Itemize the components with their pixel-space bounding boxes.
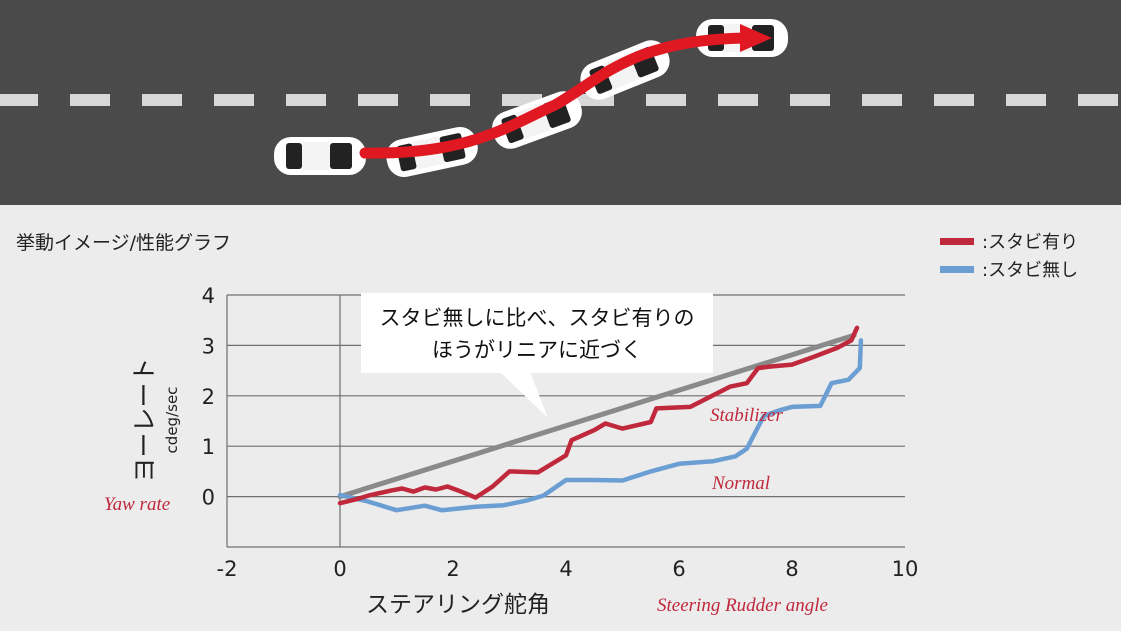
callout-text-line2: ほうがリニアに近づく	[432, 338, 642, 362]
performance-chart: 0 1 2 3 4 -2 0 2 4 6 8 10 スタビ無しに比べ、スタビ有りの ほうがリニアに近づ…	[104, 284, 919, 618]
y-axis-label: ヨーレート	[130, 357, 159, 482]
series-annotation-stabilizer: Stabilizer	[710, 405, 783, 426]
legend: :スタビ有り :スタビ無し	[940, 227, 1078, 283]
legend-item-without-stabilizer: :スタビ無し	[940, 255, 1078, 283]
lane-dash	[0, 94, 38, 106]
lane-dash	[646, 94, 686, 106]
lane-dash	[862, 94, 902, 106]
callout-pointer	[500, 372, 548, 418]
x-tick-label: 2	[446, 557, 459, 581]
x-tick-label: 10	[892, 557, 919, 581]
x-tick-label: 0	[333, 557, 346, 581]
reference-linear-line	[337, 332, 857, 500]
callout-text-line1: スタビ無しに比べ、スタビ有りの	[380, 306, 695, 330]
section-title: 挙動イメージ/性能グラフ	[16, 232, 232, 254]
legend-item-with-stabilizer: :スタビ有り	[940, 227, 1078, 255]
series-layer	[337, 325, 864, 513]
lane-dash	[934, 94, 974, 106]
y-axis-unit: cdeg/sec	[163, 387, 181, 454]
y-tick-label: 4	[202, 284, 215, 308]
y-axis-label-en: Yaw rate	[104, 494, 170, 515]
trajectory-arrow	[359, 32, 751, 159]
y-tick-label: 1	[202, 435, 215, 459]
x-axis-label: ステアリング舵角	[366, 592, 550, 618]
x-axis-label-en: Steering Rudder angle	[657, 595, 828, 616]
legend-label: :スタビ有り	[982, 232, 1079, 253]
lane-marking	[0, 94, 1118, 106]
legend-label: :スタビ無し	[982, 260, 1079, 281]
series-line-with-stabilizer	[337, 325, 860, 506]
lane-dash	[286, 94, 326, 106]
lane-dash	[1006, 94, 1046, 106]
lane-dash	[430, 94, 470, 106]
legend-swatch	[940, 237, 974, 245]
trajectory-arrowhead	[740, 24, 772, 52]
callout-box	[361, 293, 713, 373]
legend-swatch	[940, 265, 974, 273]
x-tick-label: -2	[217, 557, 238, 581]
y-tick-label: 0	[202, 486, 215, 510]
lane-dash	[70, 94, 110, 106]
x-tick-label: 4	[559, 557, 572, 581]
lane-dash	[142, 94, 182, 106]
x-tick-label: 6	[672, 557, 685, 581]
x-tick-label: 8	[785, 557, 798, 581]
lane-dash	[214, 94, 254, 106]
series-line-without-stabilizer	[337, 338, 864, 513]
series-annotation-normal: Normal	[711, 473, 770, 494]
car-icon	[274, 137, 366, 175]
lane-dash	[718, 94, 758, 106]
y-tick-label: 2	[202, 385, 215, 409]
lane-dash	[1078, 94, 1118, 106]
lane-dash	[790, 94, 830, 106]
lane-dash	[358, 94, 398, 106]
y-tick-label: 3	[202, 334, 215, 358]
road-illustration	[0, 0, 1121, 205]
